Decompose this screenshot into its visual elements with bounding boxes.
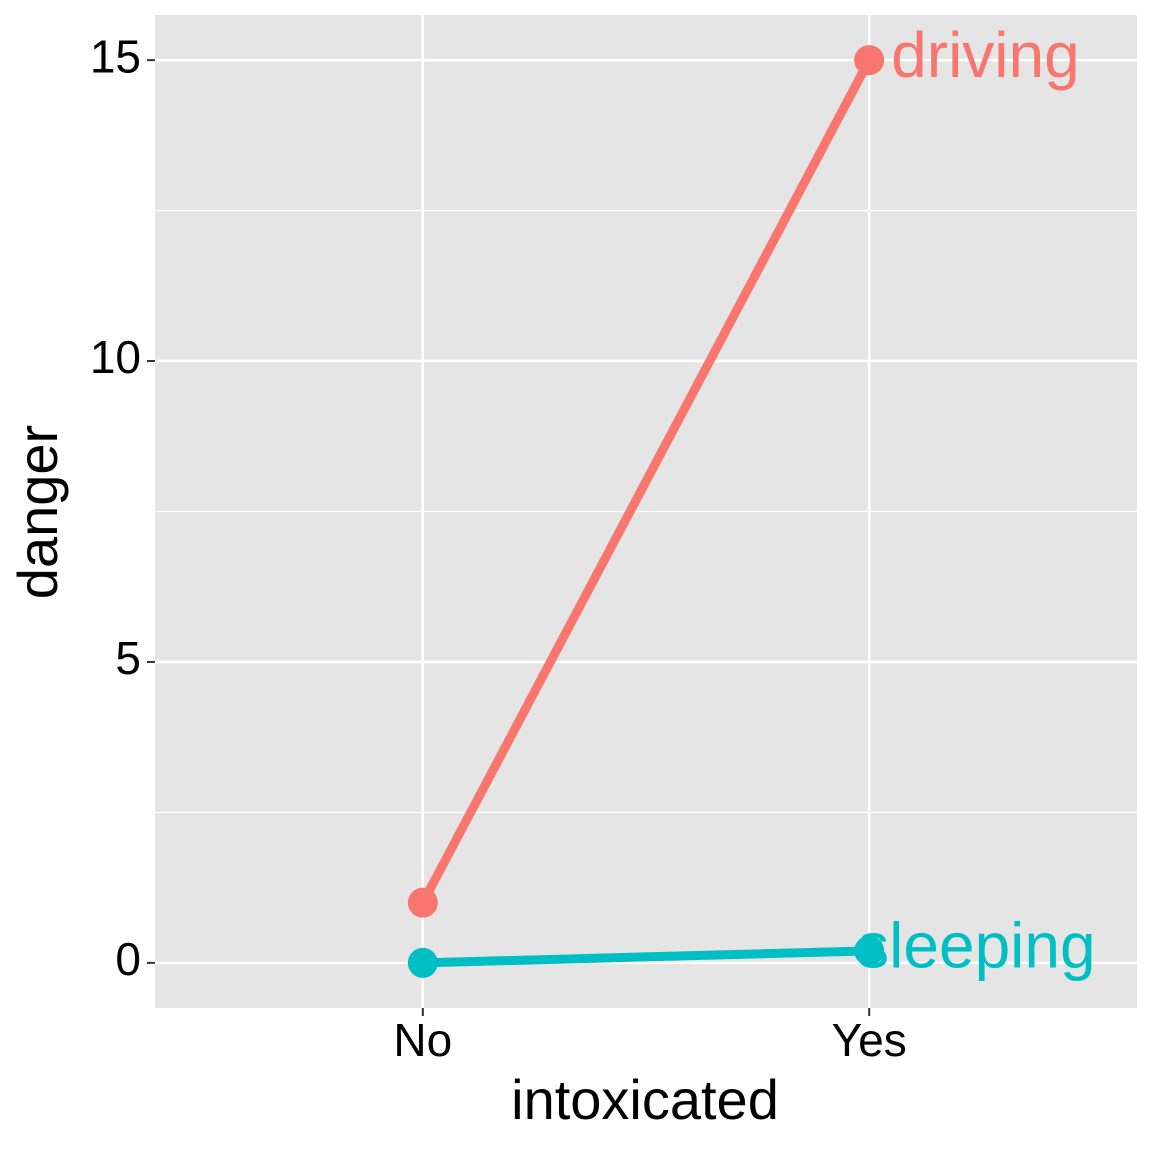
y-tick-label: 10 [90,331,141,383]
point [407,947,438,978]
line [422,946,870,968]
y-tick-label: 0 [115,933,141,985]
series-label: sleeping [857,910,1095,982]
y-tick-label: 5 [115,632,141,684]
line [418,58,874,905]
y-tick-label: 15 [90,30,141,82]
y-axis-title: danger [6,425,69,599]
x-tick-label: No [393,1014,452,1066]
point [854,935,885,966]
point [407,887,438,918]
series-label: driving [891,19,1080,91]
x-tick-label: Yes [832,1014,907,1066]
x-axis-title: intoxicated [511,1068,779,1131]
point [854,45,885,76]
